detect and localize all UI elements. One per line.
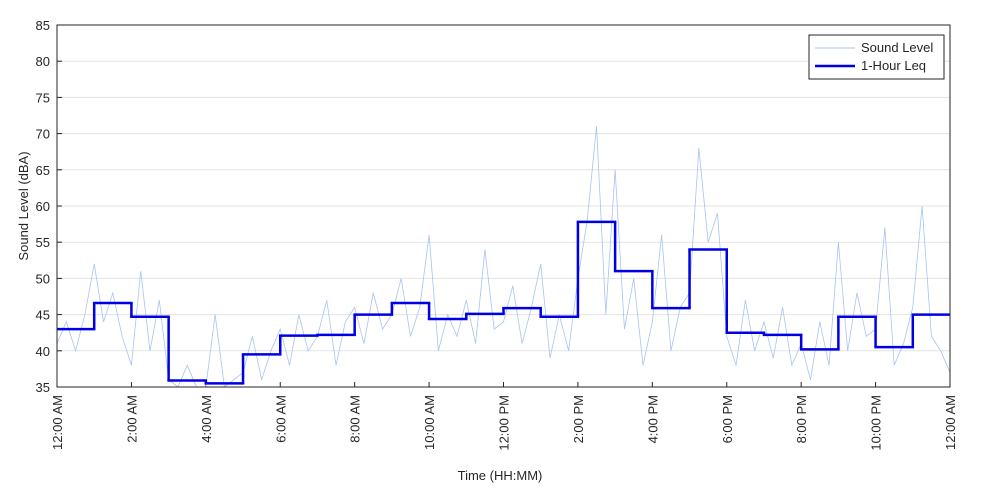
x-tick-label: 2:00 AM bbox=[124, 395, 139, 443]
y-axis-label: Sound Level (dBA) bbox=[16, 151, 31, 260]
y-tick-label: 55 bbox=[36, 235, 50, 250]
x-tick-label: 12:00 AM bbox=[943, 395, 958, 450]
y-tick-label: 70 bbox=[36, 127, 50, 142]
legend-box bbox=[808, 34, 945, 80]
x-axis-label: Time (HH:MM) bbox=[458, 468, 543, 483]
y-tick-label: 60 bbox=[36, 199, 50, 214]
y-tick-label: 35 bbox=[36, 380, 50, 395]
x-tick-label: 8:00 PM bbox=[794, 395, 809, 443]
x-tick-label: 6:00 PM bbox=[720, 395, 735, 443]
x-tick-label: 4:00 PM bbox=[645, 395, 660, 443]
y-tick-label: 85 bbox=[36, 18, 50, 33]
plot-content bbox=[57, 126, 950, 387]
y-tick-label: 65 bbox=[36, 163, 50, 178]
y-tick-label: 80 bbox=[36, 54, 50, 69]
legend-label: Sound Level bbox=[861, 40, 933, 55]
x-tick-label: 12:00 AM bbox=[50, 395, 65, 450]
x-tick-label: 4:00 AM bbox=[199, 395, 214, 443]
x-tick-label: 12:00 PM bbox=[497, 395, 512, 451]
legend-label: 1-Hour Leq bbox=[861, 58, 926, 73]
x-tick-label: 6:00 AM bbox=[273, 395, 288, 443]
x-tick-label: 10:00 AM bbox=[422, 395, 437, 450]
y-tick-label: 40 bbox=[36, 344, 50, 359]
x-tick-label: 10:00 PM bbox=[869, 395, 884, 451]
x-tick-label: 8:00 AM bbox=[348, 395, 363, 443]
y-tick-label: 75 bbox=[36, 90, 50, 105]
y-tick-label: 45 bbox=[36, 308, 50, 323]
y-tick-label: 50 bbox=[36, 271, 50, 286]
x-tick-label: 2:00 PM bbox=[571, 395, 586, 443]
axes-box bbox=[56, 24, 951, 388]
